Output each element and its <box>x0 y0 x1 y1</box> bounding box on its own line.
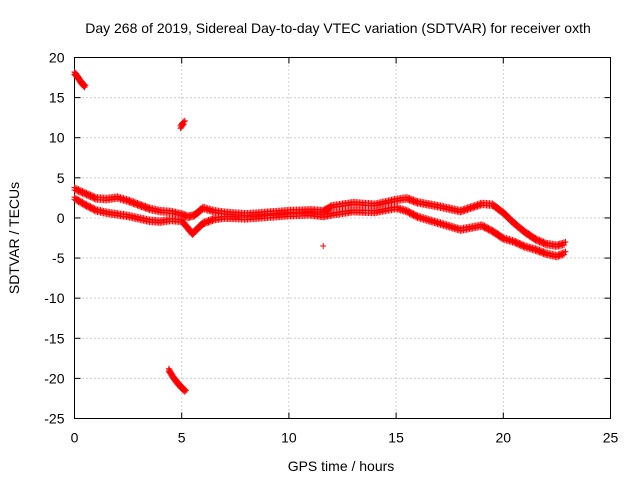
grid-lines <box>74 57 611 419</box>
series-arc-main-upper <box>71 184 569 250</box>
data-point <box>561 241 568 248</box>
data-point <box>561 251 568 258</box>
data-point <box>206 218 213 225</box>
x-tick-label: 15 <box>388 430 404 446</box>
y-tick-label: -20 <box>44 370 64 386</box>
series-arc-main-lower <box>71 194 569 261</box>
data-point <box>181 117 188 124</box>
data-point <box>555 253 562 260</box>
data-point <box>180 121 187 128</box>
series-outlier <box>320 243 327 250</box>
x-tick-label: 0 <box>71 430 79 446</box>
data-point <box>208 218 215 225</box>
y-tick-label: -5 <box>52 250 65 266</box>
data-point <box>200 221 207 228</box>
data-point <box>181 388 188 395</box>
series-arc-top-left <box>71 68 89 91</box>
series-arc-bottom <box>165 365 189 395</box>
x-tick-label: 20 <box>496 430 512 446</box>
data-point <box>553 254 560 261</box>
data-point <box>562 248 569 255</box>
data-point <box>209 217 216 224</box>
y-axis-label: SDTVAR / TECUs <box>6 182 22 294</box>
chart-title: Day 268 of 2019, Sidereal Day-to-day VTE… <box>85 20 591 36</box>
data-point <box>201 220 208 227</box>
x-tick-label: 25 <box>603 430 619 446</box>
x-axis-label: GPS time / hours <box>288 458 395 474</box>
data-point <box>559 252 566 259</box>
x-tick-label: 10 <box>281 430 297 446</box>
data-point <box>182 387 189 394</box>
data-point <box>327 205 334 212</box>
series-arc-small-5h <box>177 117 188 132</box>
data-point <box>202 220 209 227</box>
y-tick-label: 20 <box>49 50 65 66</box>
data-point <box>562 239 569 246</box>
y-tick-label: 5 <box>57 170 65 186</box>
y-tick-label: 15 <box>49 90 65 106</box>
data-point <box>179 121 186 128</box>
data-points <box>71 68 569 395</box>
data-point <box>558 252 565 259</box>
y-tick-label: 0 <box>57 210 65 226</box>
y-tick-label: -15 <box>44 330 64 346</box>
data-point <box>205 219 212 226</box>
y-tick-label: -25 <box>44 411 64 427</box>
data-point <box>556 253 563 260</box>
y-tick-label: 10 <box>49 130 65 146</box>
data-point <box>204 219 211 226</box>
data-point <box>320 243 327 250</box>
x-tick-label: 5 <box>178 430 186 446</box>
plot-frame <box>74 57 611 419</box>
data-point <box>82 82 89 89</box>
y-tick-label: -10 <box>44 290 64 306</box>
